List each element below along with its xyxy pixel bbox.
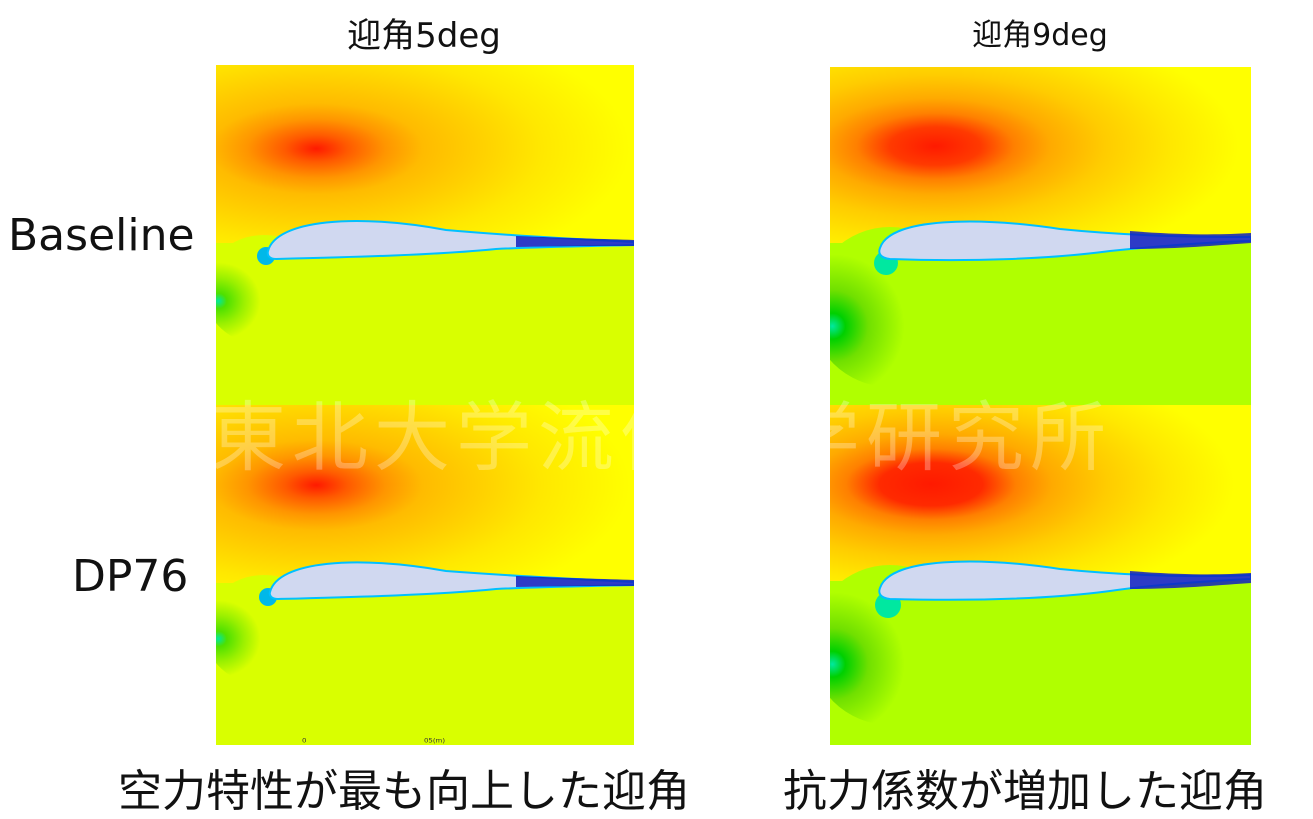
bottom-mark-left: ⁰ (302, 736, 307, 749)
row-label-dp76: DP76 (72, 551, 189, 602)
lower-pressure-region (216, 575, 324, 685)
lower-pressure-region (216, 235, 324, 345)
wake-region (516, 576, 634, 587)
suction-region (830, 67, 1251, 243)
lower-pressure-region (830, 227, 970, 387)
column-title-aoa-5: 迎角5deg (347, 16, 501, 56)
bottom-mark-right: ⁰⁵⁽ᵐ⁾ (424, 736, 446, 749)
caption-left: 空力特性が最も向上した迎角 (118, 766, 690, 817)
suction-region (216, 65, 634, 243)
pressure-contour-plot (216, 405, 634, 745)
column-title-aoa-9: 迎角9deg (972, 18, 1108, 53)
wake-region (1130, 231, 1251, 249)
pressure-contour-plot (830, 405, 1251, 745)
contour-panel-baseline-aoa9 (830, 67, 1251, 405)
pressure-contour-plot (830, 67, 1251, 405)
wake-region (516, 236, 634, 247)
row-label-baseline: Baseline (8, 210, 195, 261)
wake-region (1130, 571, 1251, 589)
contour-panel-dp76-aoa5 (216, 405, 634, 745)
lower-pressure-region (830, 565, 970, 725)
caption-right: 抗力係数が増加した迎角 (783, 766, 1267, 817)
pressure-contour-plot (216, 65, 634, 405)
contour-panel-baseline-aoa5 (216, 65, 634, 405)
suction-region (830, 405, 1251, 581)
suction-region (216, 405, 634, 583)
contour-panel-dp76-aoa9 (830, 405, 1251, 745)
